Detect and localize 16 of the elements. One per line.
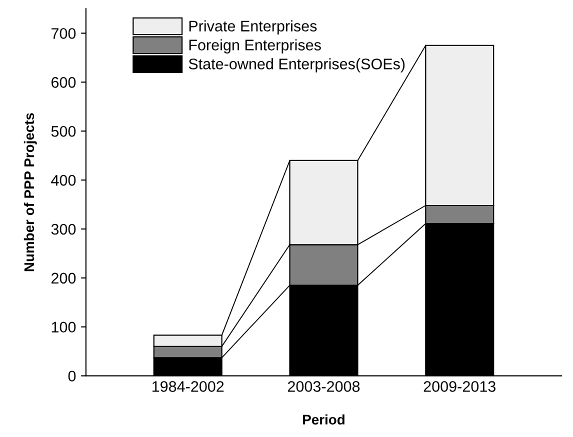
- y-tick-label: 100: [52, 322, 76, 333]
- legend-label: Private Enterprises: [189, 20, 317, 35]
- y-tick-label: 500: [51, 126, 76, 137]
- y-axis-title: Number of PPP Projects: [24, 113, 37, 272]
- legend-label: State-owned Enterprises(SOEs): [188, 58, 405, 72]
- x-tick-label: 2003-2008: [288, 381, 360, 392]
- y-tick-label: 700: [52, 28, 76, 39]
- y-tick-label: 0: [68, 370, 76, 382]
- x-tick-label: 1984-2002: [152, 381, 224, 392]
- y-tick-label: 400: [51, 174, 76, 186]
- y-tick-label: 300: [51, 224, 76, 235]
- x-axis-title: Period: [303, 414, 344, 425]
- legend-label: Foreign Enterprises: [189, 39, 321, 54]
- x-tick-label: 2009-2013: [424, 381, 496, 392]
- y-tick-label: 600: [52, 77, 76, 88]
- y-tick-label: 200: [52, 272, 76, 284]
